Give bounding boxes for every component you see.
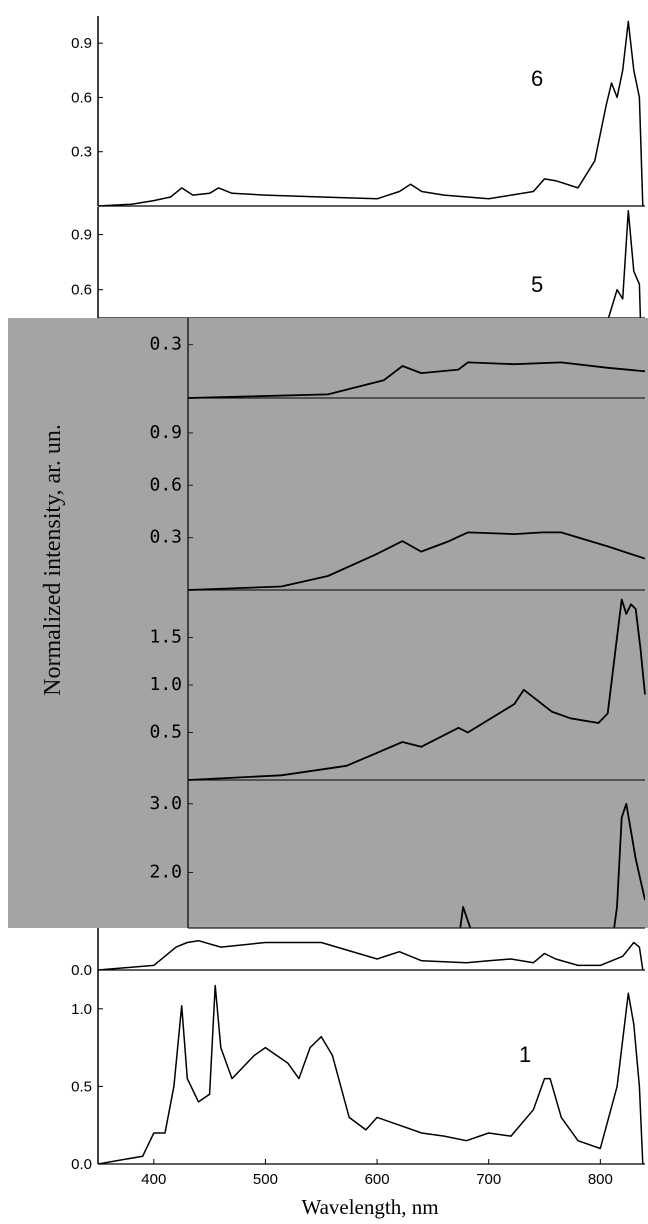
x-tick-label-0: 400 <box>141 1171 166 1188</box>
y-tick-label-6-0: 0.3 <box>71 144 92 161</box>
panel-3: 0.3 0.6 0.9 <box>149 398 646 591</box>
series-line-1a <box>98 939 644 970</box>
panel-label-1: 1 <box>519 1042 531 1067</box>
clipped-1b <box>459 802 645 928</box>
y-tick-label-3-0: 0.3 <box>149 527 182 548</box>
overlay-figure: 0.3 0.3 0.6 0.9 0.5 1.0 1.5 2.0 3.0 Normalize… <box>8 318 648 929</box>
y-tick-label-1b-2: 3.0 <box>149 793 182 814</box>
y-tick-label-1-0: 0.0 <box>71 1156 92 1173</box>
series-line-4 <box>187 361 646 399</box>
y-tick-label-5-0: 0.6 <box>71 282 92 299</box>
y-tick-label-3-1: 0.6 <box>149 474 182 495</box>
clipped-1a <box>98 939 644 970</box>
x-axis: 400 500 600 700 800 Wavelength, nm <box>141 1159 613 1219</box>
panel-1-upper: 0.0 <box>71 928 645 979</box>
y-tick-label-2-1: 1.0 <box>149 674 182 695</box>
y-tick-label-1-2: 1.0 <box>71 1001 92 1018</box>
series-line-6 <box>97 20 644 207</box>
x-axis-title: Wavelength, nm <box>301 1195 438 1219</box>
base-figure: 0.3 0.6 0.9 6 0.6 0.9 5 0.0 0.0 0.5 1.0 1 400 500… <box>71 16 645 1219</box>
series-line-1b <box>459 802 645 928</box>
y-tick-label-2-0: 0.5 <box>149 722 182 743</box>
y-tick-label-1a-0: 0.0 <box>71 962 92 979</box>
y-tick-label-4-0: 0.3 <box>149 334 182 355</box>
x-tick-label-2: 600 <box>365 1171 390 1188</box>
panel-6: 0.3 0.6 0.9 6 <box>71 16 645 207</box>
panel-1-overlay: 2.0 3.0 <box>149 780 645 929</box>
overlay-background <box>8 318 648 928</box>
panel-1: 0.0 0.5 1.0 1 <box>71 970 645 1173</box>
panel-2: 0.5 1.0 1.5 <box>149 590 646 781</box>
series-line-3 <box>187 531 646 591</box>
series-line-1 <box>97 984 644 1165</box>
y-tick-label-1-1: 0.5 <box>71 1078 92 1095</box>
x-tick-label-4: 800 <box>588 1171 613 1188</box>
series-line-5 <box>607 209 642 318</box>
y-tick-label-5-1: 0.9 <box>71 227 92 244</box>
panel-label-5: 5 <box>531 272 543 297</box>
y-tick-label-6-1: 0.6 <box>71 89 92 106</box>
panel-label-6: 6 <box>531 66 543 91</box>
y-axis-title: Normalized intensity, ar. un. <box>40 424 66 696</box>
y-tick-label-1b-1: 2.0 <box>149 862 182 883</box>
y-tick-label-3-2: 0.9 <box>149 422 182 443</box>
y-tick-label-6-2: 0.9 <box>71 35 92 52</box>
y-tick-label-2-2: 1.5 <box>149 627 182 648</box>
panel-4: 0.3 <box>149 318 646 399</box>
clipped-5 <box>607 209 642 318</box>
x-tick-label-1: 500 <box>253 1171 278 1188</box>
x-tick-label-3: 700 <box>476 1171 501 1188</box>
series-line-2 <box>187 598 646 781</box>
